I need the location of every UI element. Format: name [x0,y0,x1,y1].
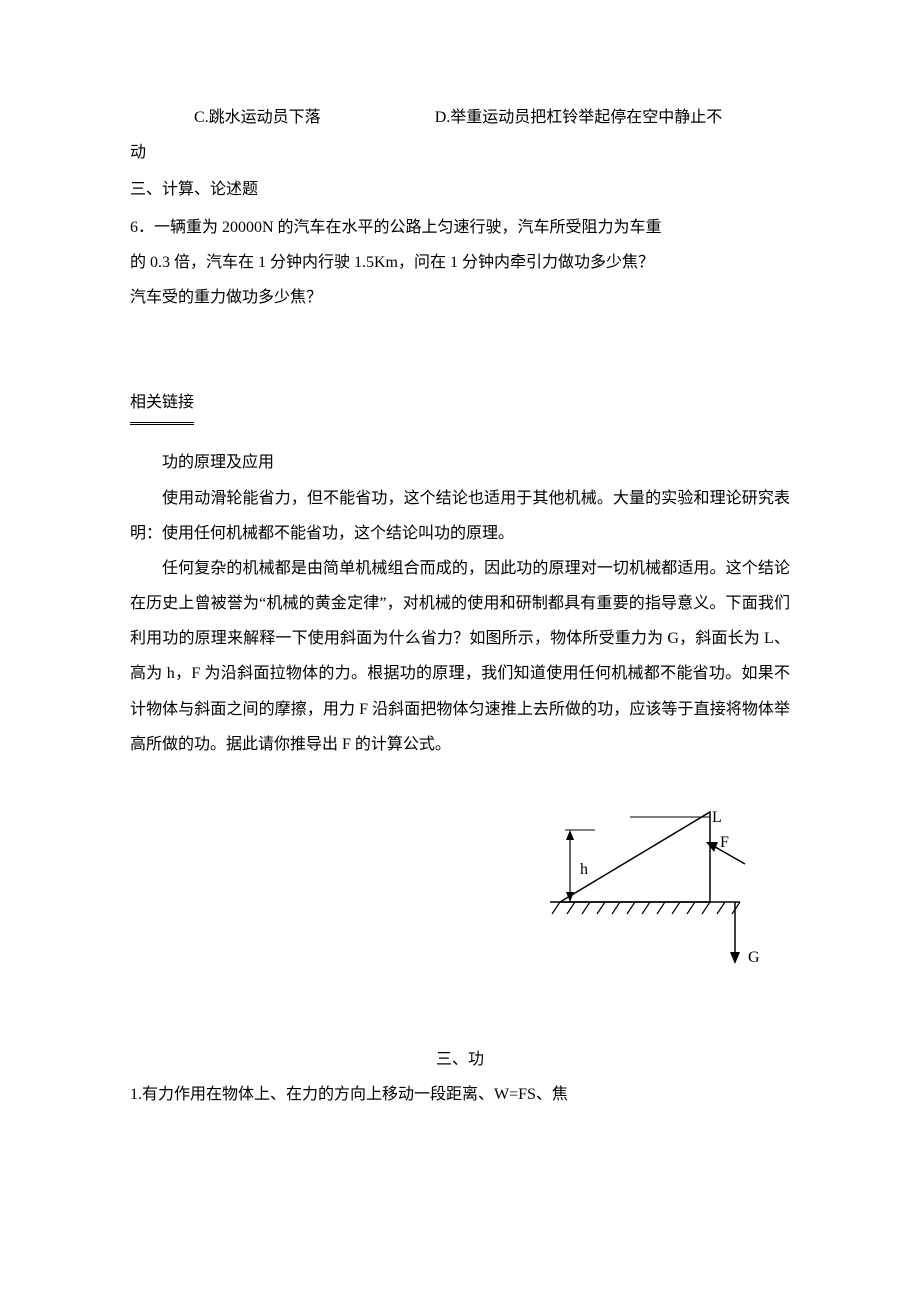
h-arrow-head-up [566,830,574,840]
paragraph-2: 任何复杂的机械都是由简单机械组合而成的，因此功的原理对一切机械都适用。这个结论在… [130,551,790,762]
link-subtitle: 功的原理及应用 [130,445,790,480]
paragraph-1: 使用动滑轮能省力，但不能省功，这个结论也适用于其他机械。大量的实验和理论研究表明… [130,481,790,551]
option-line-cd: C.跳水运动员下落 D.举重运动员把杠铃举起停在空中静止不 [130,100,790,135]
question-6-line-2: 的 0.3 倍，汽车在 1 分钟内行驶 1.5Km，问在 1 分钟内牵引力做功多… [130,245,790,280]
incline-diagram-wrap: h L F G [130,782,790,982]
ground-hatching [552,902,740,914]
question-6-line-1: 6．一辆重为 20000N 的汽车在水平的公路上匀速行驶，汽车所受阻力为车重 [130,210,790,245]
option-d-continuation: 动 [130,135,790,170]
incline-diagram: h L F G [510,782,790,982]
label-F: F [720,834,729,851]
option-c: C.跳水运动员下落 [194,109,321,126]
label-L: L [712,809,722,826]
label-h: h [580,861,588,878]
incline-triangle [560,812,710,902]
option-d: D.举重运动员把杠铃举起停在空中静止不 [435,109,723,126]
related-link-heading: 相关链接 [130,385,194,425]
question-6-line-3: 汽车受的重力做功多少焦？ [130,280,790,315]
section3-heading: 三、计算、论述题 [130,172,790,207]
answers-title: 三、功 [130,1042,790,1077]
G-arrow-head [730,952,740,964]
answer-1: 1.有力作用在物体上、在力的方向上移动一段距离、W=FS、焦 [130,1077,790,1112]
label-G: G [748,949,760,966]
